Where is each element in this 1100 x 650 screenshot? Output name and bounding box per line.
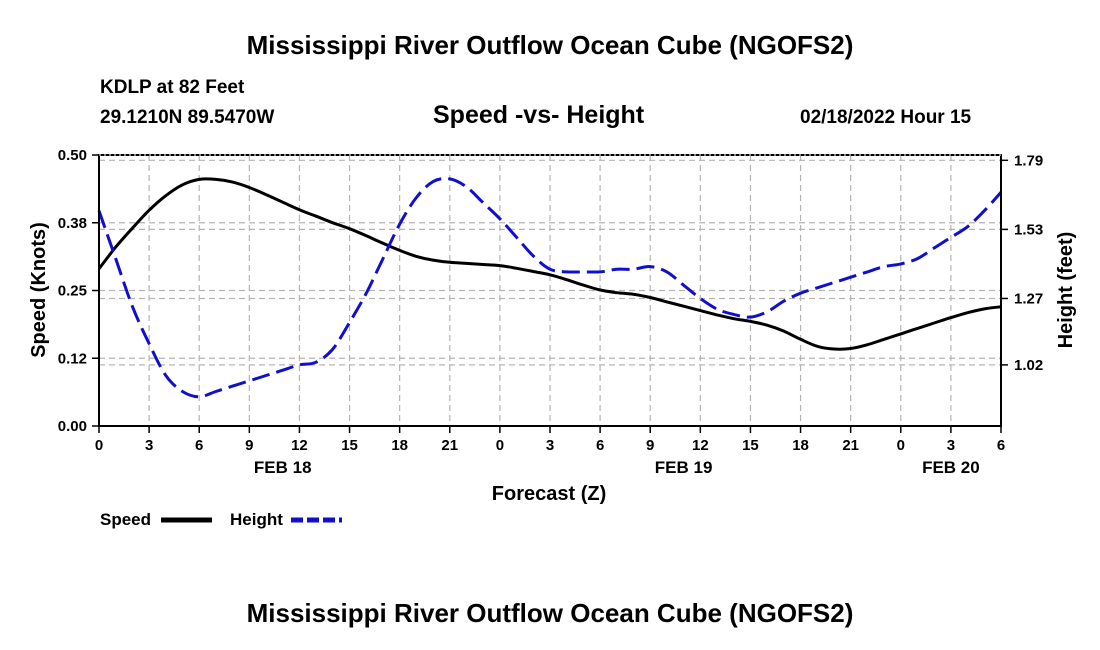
date-label: FEB 20 [922,458,980,477]
main-title: Mississippi River Outflow Ocean Cube (NG… [246,30,854,60]
x-tick-label: 3 [947,437,955,454]
x-tick-label: 21 [441,437,458,454]
x-tick-label: 0 [897,437,905,454]
legend-speed-label: Speed [100,510,151,529]
x-tick-label: 9 [245,437,253,454]
y-tick-label: 0.25 [58,283,87,300]
chart-subtitle: Speed -vs- Height [433,101,645,129]
x-tick-label: 9 [646,437,654,454]
x-tick-label: 15 [742,437,759,454]
x-tick-label: 0 [95,437,103,454]
x-tick-label: 21 [842,437,859,454]
x-tick-label: 12 [692,437,709,454]
axes: 0 3 6 9 12 15 18 21 0 3 6 9 12 15 18 21 0 3 6 FEB 18 FEB 19 F… [58,147,1043,477]
y-axis-label: Speed (Knots) [28,222,50,358]
y-tick-label: 0.00 [58,418,87,435]
y2-tick-label: 1.53 [1014,221,1043,238]
height-series-line [97,177,1003,399]
forecast-timestamp: 02/18/2022 Hour 15 [800,107,972,128]
y2-tick-label: 1.79 [1014,152,1043,169]
x-tick-label: 18 [391,437,408,454]
x-tick-label: 6 [997,437,1005,454]
y2-axis-label: Height (feet) [1055,232,1077,349]
y2-tick-label: 1.27 [1014,290,1043,307]
footer-title: Mississippi River Outflow Ocean Cube (NG… [246,598,854,628]
grid [99,155,1001,426]
y-tick-label: 0.50 [58,147,87,164]
station-name: KDLP at 82 Feet [100,77,245,98]
series-layer [97,177,1003,399]
x-tick-label: 0 [496,437,504,454]
y-tick-label: 0.12 [58,350,87,367]
station-coordinates: 29.1210N 89.5470W [100,107,275,128]
x-tick-label: 18 [792,437,809,454]
x-tick-label: 3 [546,437,554,454]
x-tick-label: 15 [341,437,358,454]
x-tick-label: 3 [145,437,153,454]
legend: Speed Height [100,510,342,529]
x-axis-label: Forecast (Z) [492,483,606,505]
x-tick-label: 6 [596,437,604,454]
y2-tick-label: 1.02 [1014,357,1043,374]
speed-series-line [97,177,1002,351]
x-tick-label: 6 [195,437,203,454]
date-label: FEB 18 [254,458,312,477]
y-tick-label: 0.38 [58,215,87,232]
legend-height-label: Height [230,510,283,529]
x-tick-label: 12 [291,437,308,454]
date-label: FEB 19 [655,458,713,477]
